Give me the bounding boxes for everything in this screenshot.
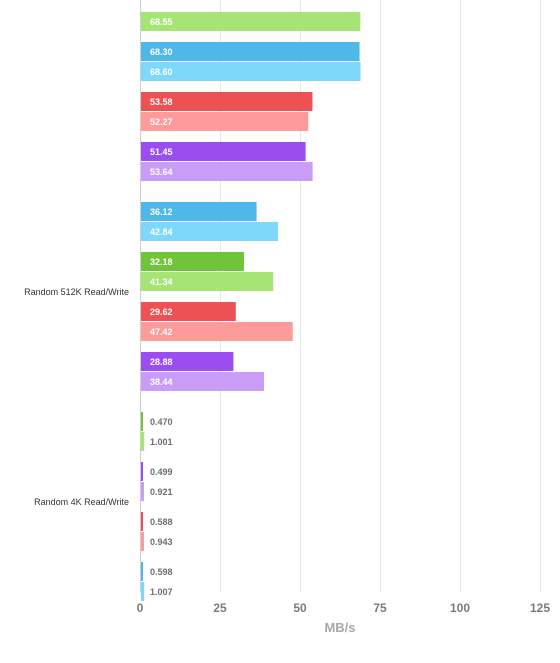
bar xyxy=(141,252,244,271)
category-label: Random 512K Read/Write xyxy=(24,287,129,297)
bar-value-label: 53.58 xyxy=(150,97,173,107)
bar xyxy=(141,482,144,501)
bar xyxy=(141,92,313,111)
bar xyxy=(141,62,361,81)
x-axis-ticks: 0 25 50 75 100 125 xyxy=(137,601,551,615)
x-tick-label: 75 xyxy=(373,601,387,615)
bar xyxy=(141,582,145,601)
bar xyxy=(141,12,361,31)
gridlines xyxy=(140,0,541,592)
bar xyxy=(141,532,145,551)
bar-value-label: 42.84 xyxy=(150,227,173,237)
bar-value-label: 47.42 xyxy=(150,327,173,337)
bar-value-label: 68.30 xyxy=(150,47,173,57)
bar-value-label: 51.45 xyxy=(150,147,173,157)
bar-value-label: 32.18 xyxy=(150,257,173,267)
bar xyxy=(141,272,274,291)
bar xyxy=(141,162,313,181)
bar xyxy=(141,372,265,391)
bar xyxy=(141,512,143,531)
bar-value-label: 0.943 xyxy=(150,537,173,547)
category-labels: Random 512K Read/Write Random 4K Read/Wri… xyxy=(24,287,129,507)
bar-value-label: 0.588 xyxy=(150,517,173,527)
x-tick-label: 0 xyxy=(137,601,144,615)
bar xyxy=(141,202,257,221)
bar-value-label: 36.12 xyxy=(150,207,173,217)
bars xyxy=(141,12,361,601)
bar xyxy=(141,562,143,581)
bar-value-label: 52.27 xyxy=(150,117,173,127)
bar xyxy=(141,142,306,161)
bar-value-label: 28.88 xyxy=(150,357,173,367)
bar xyxy=(141,322,293,341)
x-tick-label: 100 xyxy=(450,601,470,615)
bar-value-label: 0.470 xyxy=(150,417,173,427)
bar-value-labels: 68.55 68.30 68.60 53.58 52.27 51.45 53.64 36.12… xyxy=(150,17,173,597)
bar-value-label: 53.64 xyxy=(150,167,173,177)
bar xyxy=(141,462,143,481)
bar-value-label: 29.62 xyxy=(150,307,173,317)
x-axis-title: MB/s xyxy=(324,620,355,635)
bar xyxy=(141,112,309,131)
bar-value-label: 38.44 xyxy=(150,377,173,387)
bar-value-label: 41.34 xyxy=(150,277,173,287)
bar xyxy=(141,432,145,451)
x-tick-label: 50 xyxy=(293,601,307,615)
bar xyxy=(141,302,236,321)
bar-value-label: 1.007 xyxy=(150,587,173,597)
bar-value-label: 68.60 xyxy=(150,67,173,77)
bar xyxy=(141,412,143,431)
bar xyxy=(141,222,279,241)
category-label: Random 4K Read/Write xyxy=(34,497,129,507)
x-tick-label: 125 xyxy=(530,601,550,615)
bar xyxy=(141,42,360,61)
bar xyxy=(141,352,234,371)
bar-value-label: 0.499 xyxy=(150,467,173,477)
bar-value-label: 68.55 xyxy=(150,17,173,27)
x-tick-label: 25 xyxy=(213,601,227,615)
bar-value-label: 0.921 xyxy=(150,487,173,497)
bar-value-label: 1.001 xyxy=(150,437,173,447)
bar-value-label: 0.598 xyxy=(150,567,173,577)
